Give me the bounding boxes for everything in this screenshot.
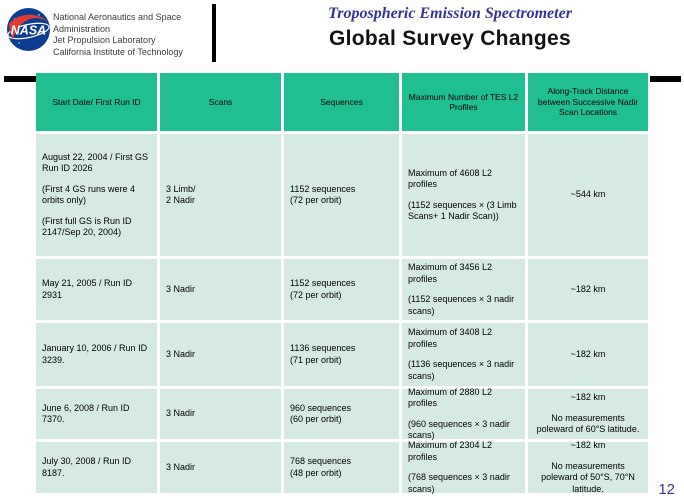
cell-text: Maximum of 2880 L2 profiles	[408, 386, 493, 409]
cell-sequences: 1152 sequences (72 per orbit)	[284, 134, 399, 256]
cell-text: (1152 sequences × 3 nadir scans)	[408, 294, 515, 316]
nasa-logo-icon: NASA	[7, 8, 50, 51]
cell-distance: ~182 km	[528, 259, 648, 320]
agency-line: Jet Propulsion Laboratory	[53, 35, 156, 45]
cell-text: (First 4 GS runs were 4 orbits only)	[42, 183, 136, 206]
table-row: August 22, 2004 / First GS Run ID 2026 (…	[36, 134, 648, 256]
cell-text: (1152 sequences × (3 Limb Scans+ 1 Nadir…	[408, 199, 517, 222]
cell-text: August 22, 2004 / First GS Run ID 2026	[42, 151, 149, 174]
cell-text: 3 Nadir	[166, 408, 196, 419]
cell-start-date: June 6, 2008 / Run ID 7370.	[36, 389, 157, 439]
cell-text: Maximum of 2304 L2 profiles	[408, 440, 493, 462]
cell-text: 960 sequences	[290, 402, 352, 413]
cell-profiles: Maximum of 3408 L2 profiles (1136 sequen…	[402, 323, 525, 386]
cell-text: (72 per orbit)	[290, 195, 342, 205]
cell-start-date: January 10, 2006 / Run ID 3239.	[36, 323, 157, 386]
cell-text: 2 Nadir	[166, 195, 196, 205]
cell-sequences: 1136 sequences (71 per orbit)	[284, 323, 399, 386]
cell-text: (First full GS is Run ID 2147/Sep 20, 20…	[42, 215, 132, 238]
cell-profiles: Maximum of 4608 L2 profiles (1152 sequen…	[402, 134, 525, 256]
table-row: January 10, 2006 / Run ID 3239. 3 Nadir …	[36, 323, 648, 386]
cell-text: (1136 sequences × 3 nadir scans)	[408, 359, 515, 381]
cell-text: ~182 km	[570, 283, 606, 294]
cell-text: 3 Nadir	[166, 283, 196, 294]
header-along-track: Along-Track Distance between Successive …	[528, 73, 648, 131]
agency-line: National Aeronautics and Space	[53, 12, 182, 22]
cell-text: 1136 sequences	[290, 343, 356, 353]
cell-scans: 3 Nadir	[160, 323, 281, 386]
cell-text: 1152 sequences	[290, 278, 356, 288]
cell-distance: ~182 km	[528, 323, 648, 386]
horizontal-rule-right	[650, 76, 681, 82]
cell-text: June 6, 2008 / Run ID 7370.	[42, 402, 130, 425]
cell-text: ~182 km	[570, 392, 606, 403]
cell-sequences: 1152 sequences (72 per orbit)	[284, 259, 399, 320]
cell-sequences: 960 sequences (60 per orbit)	[284, 389, 399, 439]
cell-profiles: Maximum of 2304 L2 profiles (768 sequenc…	[402, 440, 525, 494]
cell-text: 3 Nadir	[166, 461, 196, 472]
header-vertical-divider	[212, 4, 216, 62]
cell-text: (960 sequences × 3 nadir scans)	[408, 418, 510, 441]
cell-profiles: Maximum of 2880 L2 profiles (960 sequenc…	[402, 386, 525, 441]
cell-text: 768 sequences	[290, 456, 352, 466]
cell-text: January 10, 2006 / Run ID 3239.	[42, 343, 148, 365]
cell-sequences: 768 sequences (48 per orbit)	[284, 442, 399, 493]
table-row: July 30, 2008 / Run ID 8187. 3 Nadir 768…	[36, 440, 648, 494]
cell-text: May 21, 2005 / Run ID 2931	[42, 278, 133, 300]
cell-text: ~182 km	[570, 440, 606, 450]
cell-text: 1152 sequences	[290, 183, 356, 194]
cell-start-date: May 21, 2005 / Run ID 2931	[36, 259, 157, 320]
table-header-row: Start Date/ First Run ID Scans Sequences…	[36, 73, 648, 131]
cell-text: No measurements poleward of 50°S, 70°N l…	[541, 460, 635, 494]
cell-scans: 3 Limb/ 2 Nadir	[160, 134, 281, 256]
cell-distance: ~182 km No measurements poleward of 60°S…	[528, 389, 648, 439]
cell-text: ~182 km	[570, 348, 606, 359]
table-row: June 6, 2008 / Run ID 7370. 3 Nadir 960 …	[36, 386, 648, 441]
cell-text: (71 per orbit)	[290, 354, 342, 365]
cell-text: (72 per orbit)	[290, 289, 342, 300]
cell-distance: ~182 km No measurements poleward of 50°S…	[528, 440, 648, 494]
agency-line: Administration	[53, 23, 111, 34]
cell-text: Maximum of 3408 L2 profiles	[408, 327, 493, 349]
cell-scans: 3 Nadir	[160, 442, 281, 493]
cell-text: July 30, 2008 / Run ID 8187.	[42, 456, 132, 478]
header-max-profiles: Maximum Number of TES L2 Profiles	[402, 73, 525, 131]
program-title: Tropospheric Emission Spectrometer	[328, 5, 572, 22]
cell-text: ~544 km	[570, 189, 606, 200]
page-number: 12	[658, 481, 675, 498]
cell-start-date: July 30, 2008 / Run ID 8187.	[36, 442, 157, 493]
cell-text: (768 sequences × 3 nadir scans)	[408, 472, 510, 494]
header-scans: Scans	[160, 73, 281, 131]
cell-distance: ~544 km	[528, 134, 648, 256]
header-start-date: Start Date/ First Run ID	[36, 73, 157, 131]
cell-text: (60 per orbit)	[290, 414, 342, 424]
cell-start-date: August 22, 2004 / First GS Run ID 2026 (…	[36, 134, 157, 256]
slide-title: Global Survey Changes	[328, 27, 572, 50]
nasa-logo-text: NASA	[11, 24, 46, 38]
cell-text: (48 per orbit)	[290, 467, 342, 478]
global-survey-table: Start Date/ First Run ID Scans Sequences…	[36, 73, 648, 494]
agency-line: California Institute of Technology	[53, 46, 183, 57]
cell-scans: 3 Nadir	[160, 259, 281, 320]
table-row: May 21, 2005 / Run ID 2931 3 Nadir 1152 …	[36, 259, 648, 320]
horizontal-rule-left	[4, 76, 36, 82]
cell-text: Maximum of 3456 L2 profiles	[408, 262, 493, 284]
header-sequences: Sequences	[284, 73, 399, 131]
cell-text: 3 Nadir	[166, 348, 196, 359]
cell-text: No measurements poleward of 60°S latitud…	[536, 412, 640, 435]
agency-text-block: National Aeronautics and Space Administr…	[53, 12, 218, 58]
cell-profiles: Maximum of 3456 L2 profiles (1152 sequen…	[402, 259, 525, 320]
cell-scans: 3 Nadir	[160, 389, 281, 439]
cell-text: Maximum of 4608 L2 profiles	[408, 167, 493, 190]
cell-text: 3 Limb/	[166, 183, 196, 194]
